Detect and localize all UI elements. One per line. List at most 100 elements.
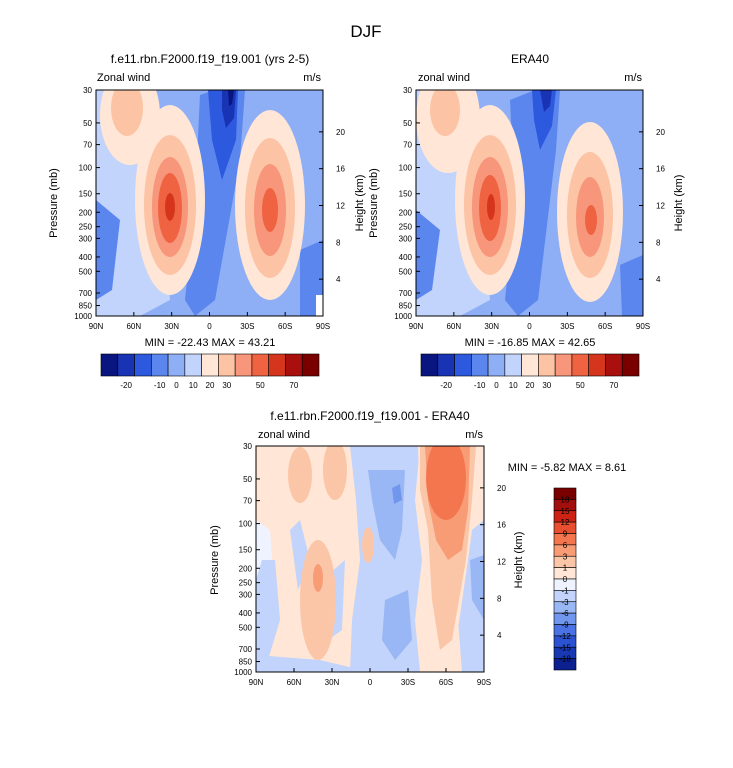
fill-level <box>228 90 234 106</box>
colorbar-swatch <box>167 353 186 377</box>
y2-tick-label: 4 <box>497 631 502 640</box>
colorbar-label: 0 <box>494 381 499 390</box>
colorbar-swatch <box>201 353 219 377</box>
x-tick-label: 30N <box>484 322 499 331</box>
y-tick-label: 1000 <box>74 312 92 321</box>
panel-title: f.e11.rbn.F2000.f19_f19.001 (yrs 2-5) <box>111 52 310 66</box>
fill-level <box>430 90 460 136</box>
y-tick-label: 100 <box>239 520 253 529</box>
panel-title: ERA40 <box>511 52 549 66</box>
y-tick-label: 500 <box>399 267 413 276</box>
x-tick-label: 60N <box>126 322 141 331</box>
y-tick-label: 200 <box>79 208 93 217</box>
y-tick-label: 850 <box>399 302 413 311</box>
y2-axis-label: Height (km) <box>673 175 685 232</box>
colorbar-label: 18 <box>561 495 570 504</box>
fill-level <box>585 205 597 235</box>
y-tick-label: 700 <box>79 289 93 298</box>
colorbar-swatch <box>218 353 236 377</box>
colorbar-swatch <box>251 353 269 377</box>
fill-level <box>470 555 484 620</box>
colorbar-swatch <box>420 353 439 377</box>
y2-tick-label: 12 <box>336 202 345 211</box>
x-tick-label: 30S <box>401 678 415 687</box>
fill-level <box>165 193 175 221</box>
y-tick-label: 500 <box>79 267 93 276</box>
colorbar: 18 15 12 9 6 3 1 0 -1 -3 -6 -9 -12 -15 -18 <box>553 487 577 671</box>
colorbar-label: -6 <box>561 609 569 618</box>
colorbar-label: 6 <box>563 541 568 550</box>
fill-level <box>362 527 374 563</box>
colorbar-label: 0 <box>174 381 179 390</box>
y-tick-label: 300 <box>239 590 253 599</box>
colorbar-swatch <box>538 353 556 377</box>
y-tick-label: 70 <box>83 141 92 150</box>
bottom-axis: 90N 60N 30N 0 30S 60S 90S <box>409 312 650 331</box>
contour-field <box>96 90 323 316</box>
fill-level <box>323 446 347 500</box>
y-tick-label: 30 <box>403 86 412 95</box>
colorbar-label: 50 <box>576 381 585 390</box>
colorbar-label: -9 <box>561 621 569 630</box>
y2-tick-label: 12 <box>497 558 506 567</box>
fill-level <box>300 540 336 660</box>
y-tick-label: 250 <box>239 579 253 588</box>
colorbar-label: 10 <box>189 381 198 390</box>
y2-tick-label: 8 <box>497 594 502 603</box>
x-tick-label: 30S <box>560 322 574 331</box>
colorbar-swatch <box>521 353 539 377</box>
y-tick-label: 300 <box>79 234 93 243</box>
x-tick-label: 60S <box>278 322 292 331</box>
y2-axis-label: Height (km) <box>354 175 366 232</box>
colorbar-label: 10 <box>509 381 518 390</box>
y2-tick-label: 16 <box>656 165 665 174</box>
bottom-axis: 90N 60N 30N 0 30S 60S 90S <box>249 668 491 687</box>
x-tick-label: 30N <box>164 322 179 331</box>
y-tick-label: 1000 <box>234 668 252 677</box>
colorbar-label: -20 <box>120 381 132 390</box>
y-tick-label: 500 <box>239 623 253 632</box>
y-tick-label: 200 <box>239 564 253 573</box>
colorbar-label: 30 <box>222 381 231 390</box>
field-label: zonal wind <box>258 429 310 441</box>
colorbar-swatch <box>184 353 202 377</box>
colorbar-label: 12 <box>561 518 570 527</box>
min-max-stats: MIN = -5.82 MAX = 8.61 <box>508 462 627 474</box>
fill-level <box>96 200 120 300</box>
y-tick-label: 150 <box>79 190 93 199</box>
colorbar-swatch <box>605 353 623 377</box>
colorbar-swatch <box>301 353 320 377</box>
min-max-stats: MIN = -22.43 MAX = 43.21 <box>145 337 276 349</box>
y2-tick-label: 4 <box>656 275 661 284</box>
panel-diff: f.e11.rbn.F2000.f19_f19.001 - ERA40 zona… <box>209 409 626 687</box>
fill-level <box>288 447 312 503</box>
colorbar-swatch <box>134 353 152 377</box>
y-tick-label: 70 <box>243 497 252 506</box>
units-label: m/s <box>303 72 321 84</box>
colorbar-swatch <box>437 353 455 377</box>
y2-tick-label: 4 <box>336 275 341 284</box>
right-axis: 20 16 12 8 4 <box>319 128 345 284</box>
colorbar-label: 20 <box>206 381 215 390</box>
y-tick-label: 700 <box>399 289 413 298</box>
x-tick-label: 0 <box>368 678 373 687</box>
colorbar: -20 -10 0 10 20 30 50 70 <box>100 353 320 390</box>
y-tick-label: 850 <box>239 658 253 667</box>
y-axis-label: Pressure (mb) <box>209 525 221 595</box>
right-axis: 20 16 12 8 4 <box>639 128 665 284</box>
units-label: m/s <box>465 429 483 441</box>
right-axis: 20 16 12 8 4 <box>480 484 506 640</box>
x-tick-label: 90S <box>636 322 650 331</box>
y-tick-label: 100 <box>399 164 413 173</box>
colorbar-swatch <box>553 658 577 671</box>
fill-level <box>487 194 495 220</box>
y-axis-label: Pressure (mb) <box>368 168 380 238</box>
x-tick-label: 60N <box>446 322 461 331</box>
y-tick-label: 150 <box>239 546 253 555</box>
x-tick-label: 30N <box>325 678 340 687</box>
x-tick-label: 90S <box>477 678 491 687</box>
